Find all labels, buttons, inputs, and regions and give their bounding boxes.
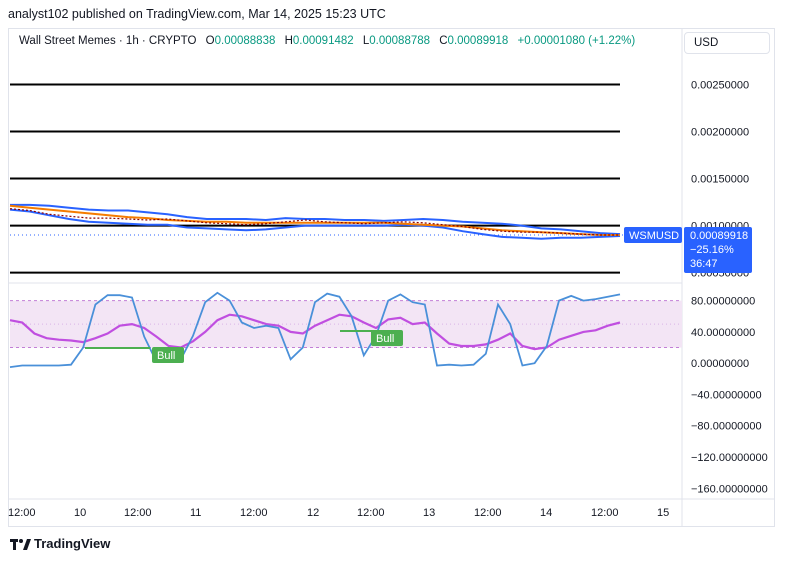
stoch-tick-label: −40.00000000 <box>691 389 762 401</box>
bull-signal-badge <box>371 330 403 346</box>
bull-signal-badge <box>152 347 184 363</box>
bull-signal-label: Bull <box>376 333 394 345</box>
time-tick-label: 10 <box>74 507 86 519</box>
chart-frame <box>8 28 775 527</box>
stoch-tick-label: 40.00000000 <box>691 327 755 339</box>
price-tag-change: −25.16% <box>690 244 734 256</box>
bull-signal-label: Bull <box>157 350 175 362</box>
tradingview-logo-icon <box>10 537 31 551</box>
low-key: L <box>362 35 370 47</box>
tradingview-brand[interactable]: TradingView <box>10 536 110 551</box>
ticker-tag-label: WSMUSD <box>629 230 679 242</box>
time-tick-label: 14 <box>540 507 552 519</box>
time-tick-label: 12:00 <box>591 507 619 519</box>
price-tick-label: 0.00250000 <box>691 79 749 91</box>
close-value: 0.00089918 <box>447 35 509 47</box>
price-tag-countdown: 36:47 <box>690 258 718 270</box>
stoch-tick-label: −120.00000000 <box>691 452 768 464</box>
tradingview-wordmark: TradingView <box>34 536 111 551</box>
price-tick-label: 0.00150000 <box>691 174 749 186</box>
high-key: H <box>284 35 293 47</box>
low-value: 0.00088788 <box>369 35 431 47</box>
time-tick-label: 12:00 <box>240 507 268 519</box>
stoch-tick-label: −80.00000000 <box>691 421 762 433</box>
change-value: +0.00001080 (+1.22%) <box>517 35 636 47</box>
currency-button[interactable]: USD <box>684 32 770 54</box>
bollinger-lower-line <box>9 208 621 240</box>
time-tick-label: 12:00 <box>474 507 502 519</box>
time-tick-label: 13 <box>423 507 435 519</box>
stoch-tick-label: 0.00000000 <box>691 358 749 370</box>
moving-average-line <box>9 204 620 236</box>
time-tick-label: 12:00 <box>357 507 385 519</box>
symbol-name[interactable]: Wall Street Memes · 1h · CRYPTO <box>19 35 197 47</box>
stoch-d-line <box>9 313 621 351</box>
time-tick-label: 12 <box>307 507 319 519</box>
price-tag-value: 0.00089918 <box>690 230 748 242</box>
publish-info: analyst102 published on TradingView.com,… <box>8 7 386 21</box>
open-value: 0.00088838 <box>214 35 276 47</box>
time-tick-label: 12:00 <box>8 507 36 519</box>
bollinger-upper-line <box>10 203 621 236</box>
time-tick-label: 11 <box>190 507 201 519</box>
symbol-legend: Wall Street Memes · 1h · CRYPTO O0.00088… <box>19 35 635 47</box>
stoch-tick-label: 80.00000000 <box>691 296 755 308</box>
close-key: C <box>439 35 448 47</box>
time-tick-label: 12:00 <box>124 507 152 519</box>
high-value: 0.00091482 <box>292 35 354 47</box>
open-key: O <box>205 35 215 47</box>
stoch-k-line <box>9 291 621 368</box>
price-tag-bg <box>684 227 752 274</box>
stoch-tick-label: −160.00000000 <box>691 483 768 495</box>
time-tick-label: 15 <box>657 507 669 519</box>
price-tick-label: 0.00200000 <box>691 127 749 139</box>
ticker-tag-bg <box>624 227 682 244</box>
